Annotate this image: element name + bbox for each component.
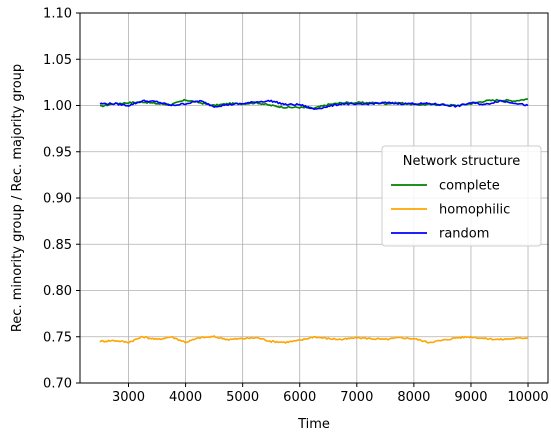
- y-tick-label: 0.90: [43, 192, 72, 207]
- x-tick-label: 4000: [169, 390, 202, 405]
- x-tick-label: 3000: [112, 390, 145, 405]
- y-tick-label: 1.05: [43, 53, 72, 68]
- y-axis: 0.70 0.75 0.80 0.85 0.90 0.95 1.00 1.05 1.10: [43, 7, 80, 392]
- legend-label-complete: complete: [439, 179, 500, 194]
- legend-box: [381, 145, 542, 247]
- legend: Network structure complete homophilic rand…: [381, 145, 542, 247]
- y-tick-label: 0.80: [43, 284, 72, 299]
- legend-label-random: random: [439, 227, 489, 242]
- x-tick-label: 5000: [226, 390, 259, 405]
- y-tick-label: 0.95: [43, 145, 72, 160]
- series-line-random: [99, 99, 529, 110]
- y-tick-label: 0.70: [43, 377, 72, 392]
- y-axis-label: Rec. minority group / Rec. majority grou…: [10, 64, 25, 332]
- x-tick-label: 8000: [397, 390, 430, 405]
- series-layer: [99, 98, 529, 344]
- x-tick-label: 9000: [454, 390, 487, 405]
- y-tick-label: 0.85: [43, 238, 72, 253]
- x-axis: 3000 4000 5000 6000 7000 8000 9000 10000: [112, 383, 549, 405]
- x-tick-label: 7000: [340, 390, 373, 405]
- legend-label-homophilic: homophilic: [439, 203, 510, 218]
- x-tick-label: 6000: [283, 390, 316, 405]
- x-axis-label: Time: [297, 417, 330, 432]
- legend-title: Network structure: [403, 154, 520, 169]
- y-tick-label: 1.00: [43, 99, 72, 114]
- y-tick-label: 0.75: [43, 330, 72, 345]
- series-line-homophilic: [99, 335, 529, 344]
- y-tick-label: 1.10: [43, 7, 72, 22]
- legend-entries: complete homophilic random: [391, 179, 510, 242]
- x-tick-label: 10000: [507, 390, 548, 405]
